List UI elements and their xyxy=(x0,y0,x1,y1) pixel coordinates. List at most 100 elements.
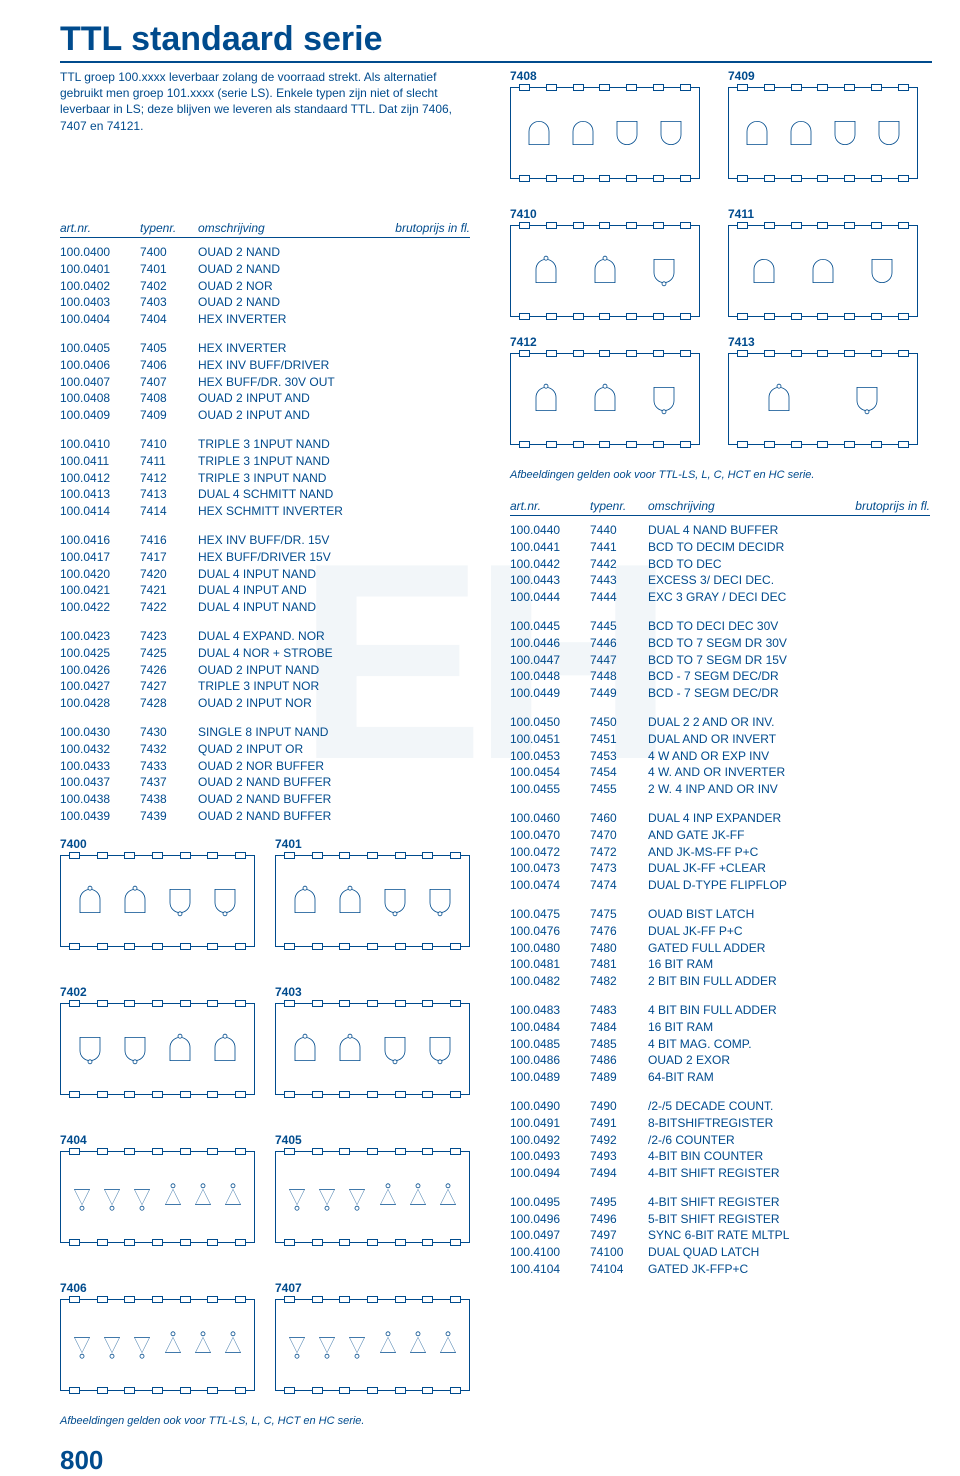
cell-desc: HEX INVERTER xyxy=(198,311,470,328)
table-row: 100.04927492/2-/6 COUNTER xyxy=(510,1132,930,1149)
cell-artnr: 100.0412 xyxy=(60,470,140,487)
cell-artnr: 100.0400 xyxy=(60,244,140,261)
cell-artnr: 100.0407 xyxy=(60,374,140,391)
cell-typenr: 7430 xyxy=(140,724,198,741)
cell-typenr: 7408 xyxy=(140,390,198,407)
cell-typenr: 7480 xyxy=(590,940,648,957)
cell-typenr: 7447 xyxy=(590,652,648,669)
cell-desc: OUAD 2 INPUT NOR xyxy=(198,695,470,712)
cell-desc: OUAD 2 NOR BUFFER xyxy=(198,758,470,775)
table-header: art.nr. typenr. omschrijving brutoprijs … xyxy=(60,221,470,238)
cell-desc: QUAD 2 INPUT OR xyxy=(198,741,470,758)
cell-desc: DUAL 4 INPUT NAND xyxy=(198,599,470,616)
header-omschrijving: omschrijving xyxy=(648,499,830,513)
cell-typenr: 7422 xyxy=(140,599,198,616)
table-group: 100.048374834 BIT BIN FULL ADDER100.0484… xyxy=(510,1002,930,1086)
table-row: 100.04337433OUAD 2 NOR BUFFER xyxy=(60,758,470,775)
table-group: 100.049574954-BIT SHIFT REGISTER100.0496… xyxy=(510,1194,930,1278)
cell-artnr: 100.0404 xyxy=(60,311,140,328)
cell-typenr: 7414 xyxy=(140,503,198,520)
cell-typenr: 7417 xyxy=(140,549,198,566)
cell-typenr: 7440 xyxy=(590,522,648,539)
table-row: 100.04417441BCD TO DECIM DECIDR xyxy=(510,539,930,556)
header-price: brutoprijs in fl. xyxy=(830,499,930,513)
cell-typenr: 7490 xyxy=(590,1098,648,1115)
cell-typenr: 7432 xyxy=(140,741,198,758)
cell-typenr: 7446 xyxy=(590,635,648,652)
cell-artnr: 100.0451 xyxy=(510,731,590,748)
cell-desc: 4 BIT MAG. COMP. xyxy=(648,1036,930,1053)
table-row: 100.04277427TRIPLE 3 INPUT NOR xyxy=(60,678,470,695)
cell-desc: 4 W AND OR EXP INV xyxy=(648,748,930,765)
cell-artnr: 100.0491 xyxy=(510,1115,590,1132)
cell-artnr: 100.0422 xyxy=(60,599,140,616)
cell-typenr: 7470 xyxy=(590,827,648,844)
table-group: 100.04407440DUAL 4 NAND BUFFER100.044174… xyxy=(510,522,930,606)
cell-artnr: 100.0433 xyxy=(60,758,140,775)
table-row: 100.04307430SINGLE 8 INPUT NAND xyxy=(60,724,470,741)
table-row: 100.04137413DUAL 4 SCHMITT NAND xyxy=(60,486,470,503)
cell-typenr: 7404 xyxy=(140,311,198,328)
cell-desc: /2-/5 DECADE COUNT. xyxy=(648,1098,930,1115)
cell-artnr: 100.0417 xyxy=(60,549,140,566)
table-row: 100.04257425DUAL 4 NOR + STROBE xyxy=(60,645,470,662)
header-price: brutoprijs in fl. xyxy=(370,221,470,235)
header-typenr: typenr. xyxy=(140,221,198,235)
cell-artnr: 100.0444 xyxy=(510,589,590,606)
cell-artnr: 100.0425 xyxy=(60,645,140,662)
cell-typenr: 74100 xyxy=(590,1244,648,1261)
table-row: 100.04147414HEX SCHMITT INVERTER xyxy=(60,503,470,520)
table-row: 100.04127412TRIPLE 3 INPUT NAND xyxy=(60,470,470,487)
cell-typenr: 7426 xyxy=(140,662,198,679)
table-row: 100.04287428OUAD 2 INPUT NOR xyxy=(60,695,470,712)
cell-desc: 4 BIT BIN FULL ADDER xyxy=(648,1002,930,1019)
top-diagrams: 7408 7409 xyxy=(510,69,918,187)
cell-desc: OUAD 2 EXOR xyxy=(648,1052,930,1069)
cell-artnr: 100.0421 xyxy=(60,582,140,599)
cell-artnr: 100.0482 xyxy=(510,973,590,990)
cell-artnr: 100.0440 xyxy=(510,522,590,539)
table-row: 100.04747474DUAL D-TYPE FLIPFLOP xyxy=(510,877,930,894)
chip-7409 xyxy=(728,87,918,179)
cell-typenr: 7416 xyxy=(140,532,198,549)
diagram-label: 7402 xyxy=(60,985,255,999)
bottom-diagrams: 7400 7401 7402 7403 7404 7405 xyxy=(60,837,470,1409)
chip-7408 xyxy=(510,87,700,179)
table-row: 100.04167416HEX INV BUFF/DR. 15V xyxy=(60,532,470,549)
cell-desc: OUAD 2 INPUT AND xyxy=(198,407,470,424)
cell-desc: HEX INV BUFF/DR. 15V xyxy=(198,532,470,549)
cell-desc: BCD TO DECIM DECIDR xyxy=(648,539,930,556)
table-group: 100.04607460DUAL 4 INP EXPANDER100.04707… xyxy=(510,810,930,894)
header-typenr: typenr. xyxy=(590,499,648,513)
cell-typenr: 7442 xyxy=(590,556,648,573)
table-row: 100.04007400OUAD 2 NAND xyxy=(60,244,470,261)
cell-artnr: 100.0402 xyxy=(60,278,140,295)
table-row: 100.04487448BCD - 7 SEGM DEC/DR xyxy=(510,668,930,685)
cell-artnr: 100.0486 xyxy=(510,1052,590,1069)
table-group: 100.04107410TRIPLE 3 1NPUT NAND100.04117… xyxy=(60,436,470,520)
table-row: 100.04217421DUAL 4 INPUT AND xyxy=(60,582,470,599)
cell-desc: EXCESS 3/ DECI DEC. xyxy=(648,572,930,589)
cell-typenr: 7437 xyxy=(140,774,198,791)
cell-typenr: 7400 xyxy=(140,244,198,261)
cell-artnr: 100.0449 xyxy=(510,685,590,702)
diagram-label: 7407 xyxy=(275,1281,470,1295)
cell-typenr: 7497 xyxy=(590,1227,648,1244)
cell-typenr: 7455 xyxy=(590,781,648,798)
right-diagrams-2: 7412 7413 xyxy=(510,335,930,453)
table-row: 100.048574854 BIT MAG. COMP. xyxy=(510,1036,930,1053)
table-row: 100.04757475OUAD BIST LATCH xyxy=(510,906,930,923)
table-row: 100.045574552 W. 4 INP AND OR INV xyxy=(510,781,930,798)
cell-typenr: 7439 xyxy=(140,808,198,825)
table-row: 100.04447444EXC 3 GRAY / DECI DEC xyxy=(510,589,930,606)
table-row: 100.410474104GATED JK-FFP+C xyxy=(510,1261,930,1278)
cell-artnr: 100.0475 xyxy=(510,906,590,923)
table-row: 100.04517451DUAL AND OR INVERT xyxy=(510,731,930,748)
right-diagrams-1: 7410 7411 xyxy=(510,207,930,325)
cell-desc: DUAL 4 INP EXPANDER xyxy=(648,810,930,827)
table-group: 100.04007400OUAD 2 NAND100.04017401OUAD … xyxy=(60,244,470,328)
cell-artnr: 100.0441 xyxy=(510,539,590,556)
table-row: 100.04097409OUAD 2 INPUT AND xyxy=(60,407,470,424)
cell-artnr: 100.0416 xyxy=(60,532,140,549)
table-row: 100.04027402OUAD 2 NOR xyxy=(60,278,470,295)
